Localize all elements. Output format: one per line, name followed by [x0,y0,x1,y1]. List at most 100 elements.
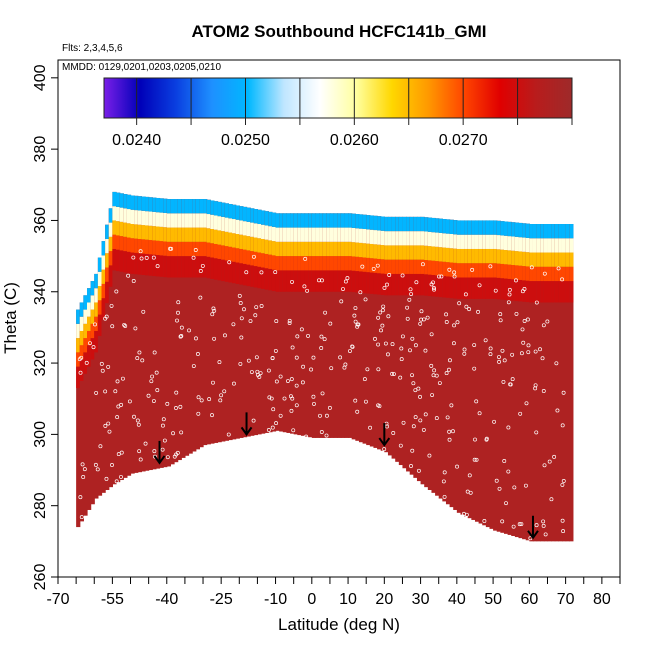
observation-point [137,350,142,355]
field-cell [373,215,378,448]
field-cell [319,227,324,242]
field-cell [344,241,349,257]
observation-point [411,381,416,386]
field-cell [184,199,190,214]
field-cell [395,216,400,462]
field-cell [152,211,157,227]
field-cell [373,230,378,245]
field-cell [377,273,382,295]
field-cell [282,213,288,228]
field-cell [275,227,280,242]
x-tick-label: 60 [520,591,538,608]
field-cell [554,252,559,267]
observation-point [484,436,489,441]
field-cell [137,238,142,254]
observation-point [355,409,360,414]
field-cell [308,227,313,242]
field-cell [329,227,335,242]
field-cell [232,204,237,220]
field-cell [409,273,414,296]
observation-point [278,413,283,418]
observation-point [120,376,125,381]
field-cell [286,256,291,271]
field-cell [391,231,396,246]
field-cell [97,314,103,336]
field-cell [210,214,215,230]
field-cell [319,213,324,438]
observation-point [93,462,98,467]
field-cell [242,206,248,438]
field-cell [203,199,208,214]
observation-point [254,355,259,360]
field-cell [148,211,153,226]
observation-point [555,408,560,413]
field-cell [94,302,99,317]
field-cell [261,210,266,434]
field-cell [134,238,139,253]
observation-point [165,401,170,406]
observation-point [432,368,437,373]
observation-point [104,476,109,481]
observation-point [549,497,554,502]
observation-point [380,323,385,328]
field-cell [311,270,317,292]
field-cell [300,256,306,271]
field-cell [474,220,480,235]
field-cell [369,243,375,259]
field-cell [511,279,516,301]
field-cell [206,199,211,445]
x-axis-label: Latitude (deg N) [278,615,400,634]
field-cell [467,263,472,278]
field-cell [409,216,414,475]
field-cell [500,278,505,300]
field-cell [79,330,84,346]
field-cell [420,245,425,260]
observation-point [352,313,357,318]
field-cell [192,199,197,452]
field-cell [145,253,150,276]
field-cell [250,208,255,436]
field-cell [511,222,516,237]
observation-point [379,328,383,333]
observation-point [345,276,350,281]
field-cell [210,257,215,279]
field-cell [224,203,230,218]
observation-point [253,313,258,318]
field-cell [348,241,353,257]
observation-point [482,519,487,523]
field-cell [522,266,527,281]
field-cell [257,266,262,289]
y-tick-label: 280 [32,492,49,519]
field-cell [199,227,204,242]
field-cell [329,213,335,228]
field-cell [326,213,331,438]
field-cell [101,241,106,256]
observation-point [472,343,477,347]
field-cell [293,270,298,292]
field-cell [177,256,182,278]
field-cell [271,226,277,242]
field-cell [348,213,353,228]
field-cell [311,256,317,271]
observation-point [534,300,539,305]
field-cell [536,252,541,267]
field-cell [482,234,487,249]
field-cell [398,273,404,296]
field-cell [540,224,545,239]
field-cell [460,277,465,299]
field-cell [478,248,483,264]
field-cell [108,251,113,266]
field-cell [478,234,483,249]
field-cell [558,224,563,239]
field-cell [134,210,139,225]
field-cell [239,263,244,285]
field-cell [456,234,462,249]
field-cell [155,240,161,256]
field-cell [119,250,124,272]
field-cell [358,214,364,229]
field-cell [561,224,567,239]
observation-point [218,398,223,403]
observation-point [294,355,299,360]
field-cell [445,219,451,505]
observation-point [84,360,89,365]
